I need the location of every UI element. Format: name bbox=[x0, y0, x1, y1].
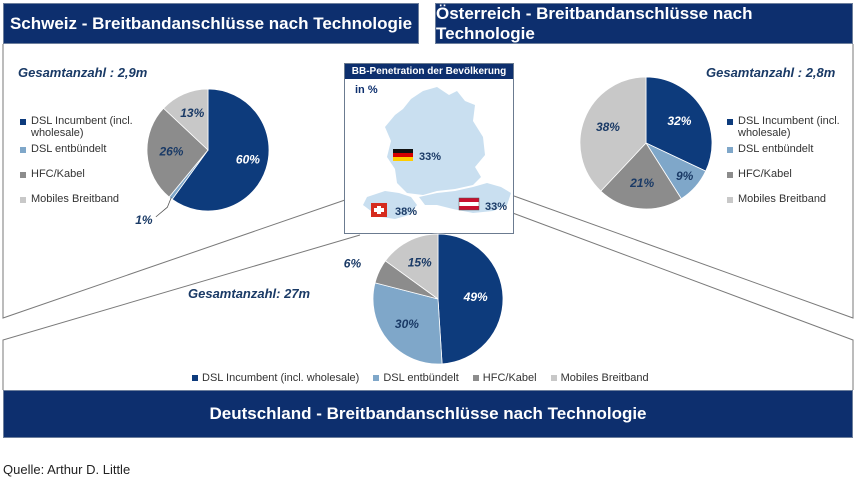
legend-schweiz: DSL Incumbent (incl. wholesale) DSL entb… bbox=[20, 115, 150, 205]
pie-chart-deutschland: 49% 30% 6% 15% bbox=[344, 233, 504, 365]
legend-swatch bbox=[727, 147, 733, 153]
legend-swatch bbox=[20, 197, 26, 203]
legend-item: Mobiles Breitband bbox=[550, 372, 649, 384]
legend-swatch bbox=[20, 147, 26, 153]
pie-slice bbox=[579, 76, 647, 192]
map-pct-switzerland: 38% bbox=[395, 206, 418, 218]
total-deutschland: Gesamtanzahl: 27m bbox=[188, 286, 311, 301]
label-leader-line bbox=[155, 197, 172, 218]
legend-swatch bbox=[373, 375, 380, 381]
map-germany bbox=[385, 87, 485, 195]
pie-value-label: 13% bbox=[180, 106, 204, 120]
pie-value-label: 21% bbox=[629, 176, 654, 190]
legend-item: Mobiles Breitband bbox=[20, 193, 150, 205]
header-deutschland: Deutschland - Breitbandanschlüsse nach T… bbox=[3, 390, 853, 438]
map-title: BB-Penetration der Bevölkerung bbox=[345, 64, 513, 79]
legend-label: DSL entbündelt bbox=[738, 143, 814, 155]
pie-chart-schweiz: 60% 1% 26% 13% bbox=[135, 88, 270, 227]
legend-item: DSL entbündelt bbox=[373, 372, 459, 384]
pie-slice bbox=[600, 142, 682, 210]
pie-slice bbox=[146, 107, 209, 198]
flag-germany-icon bbox=[393, 149, 413, 161]
legend-label: DSL Incumbent (incl. wholesale) bbox=[31, 115, 133, 139]
pie-value-label: 15% bbox=[408, 255, 432, 269]
pie-value-label: 49% bbox=[463, 290, 488, 304]
legend-swatch bbox=[20, 119, 26, 125]
legend-item: DSL entbündelt bbox=[727, 143, 853, 155]
legend-label: Mobiles Breitband bbox=[738, 193, 827, 205]
legend-label: HFC/Kabel bbox=[482, 372, 537, 384]
total-schweiz: Gesamtanzahl : 2,9m bbox=[18, 65, 148, 80]
map-pct-germany: 33% bbox=[419, 151, 442, 163]
total-oesterreich: Gesamtanzahl : 2,8m bbox=[706, 65, 836, 80]
pie-value-label: 30% bbox=[395, 317, 419, 331]
map-unit: in % bbox=[355, 84, 378, 96]
legend-oesterreich: DSL Incumbent (incl. wholesale) DSL entb… bbox=[727, 115, 853, 205]
pie-value-label: 6% bbox=[344, 257, 362, 271]
legend-label: Mobiles Breitband bbox=[31, 193, 120, 205]
legend-item: Mobiles Breitband bbox=[727, 193, 853, 205]
legend-swatch bbox=[727, 172, 733, 178]
pie-slice bbox=[171, 88, 270, 212]
legend-deutschland: DSL Incumbent (incl. wholesale) DSL entb… bbox=[192, 372, 649, 384]
header-schweiz: Schweiz - Breitbandanschlüsse nach Techn… bbox=[3, 3, 419, 44]
pie-slice bbox=[437, 233, 504, 365]
pie-value-label: 26% bbox=[158, 144, 183, 158]
pie-chart-oesterreich: 32% 9% 21% 38% bbox=[579, 76, 713, 210]
pie-value-label: 60% bbox=[236, 153, 260, 167]
legend-swatch bbox=[727, 119, 733, 125]
legend-label: HFC/Kabel bbox=[738, 168, 792, 180]
legend-item: DSL Incumbent (incl. wholesale) bbox=[192, 372, 359, 384]
map-shape bbox=[363, 87, 511, 219]
pie-slice bbox=[384, 233, 439, 300]
legend-swatch bbox=[550, 375, 557, 381]
flag-switzerland-icon bbox=[371, 203, 387, 217]
legend-label: HFC/Kabel bbox=[31, 168, 85, 180]
legend-label: DSL entbündelt bbox=[31, 143, 107, 155]
legend-item: DSL Incumbent (incl. wholesale) bbox=[727, 115, 853, 139]
legend-label: Mobiles Breitband bbox=[560, 372, 649, 384]
pie-slice bbox=[645, 76, 713, 172]
legend-swatch bbox=[727, 197, 733, 203]
legend-swatch bbox=[20, 172, 26, 178]
legend-label: DSL Incumbent (incl. wholesale) bbox=[738, 115, 840, 139]
legend-item: DSL entbündelt bbox=[20, 143, 150, 155]
legend-item: HFC/Kabel bbox=[727, 168, 853, 180]
pie-value-label: 9% bbox=[676, 169, 694, 183]
map-panel: BB-Penetration der Bevölkerung in % 33% … bbox=[344, 63, 514, 234]
pie-value-label: 32% bbox=[667, 114, 691, 128]
legend-swatch bbox=[472, 375, 479, 381]
legend-item: HFC/Kabel bbox=[20, 168, 150, 180]
legend-swatch bbox=[192, 375, 198, 381]
pie-value-label: 38% bbox=[596, 120, 620, 134]
legend-label: DSL Incumbent (incl. wholesale) bbox=[202, 372, 360, 384]
flag-austria-icon bbox=[458, 197, 480, 211]
pie-slice bbox=[372, 282, 443, 365]
pie-slice bbox=[162, 88, 209, 151]
legend-item: DSL Incumbent (incl. wholesale) bbox=[20, 115, 150, 139]
source-note: Quelle: Arthur D. Little bbox=[3, 462, 131, 477]
legend-item: HFC/Kabel bbox=[472, 372, 537, 384]
pie-value-label: 1% bbox=[135, 213, 153, 227]
map-pct-austria: 33% bbox=[485, 201, 508, 213]
header-oesterreich: Österreich - Breitbandanschlüsse nach Te… bbox=[435, 3, 853, 44]
legend-label: DSL entbündelt bbox=[383, 372, 459, 384]
